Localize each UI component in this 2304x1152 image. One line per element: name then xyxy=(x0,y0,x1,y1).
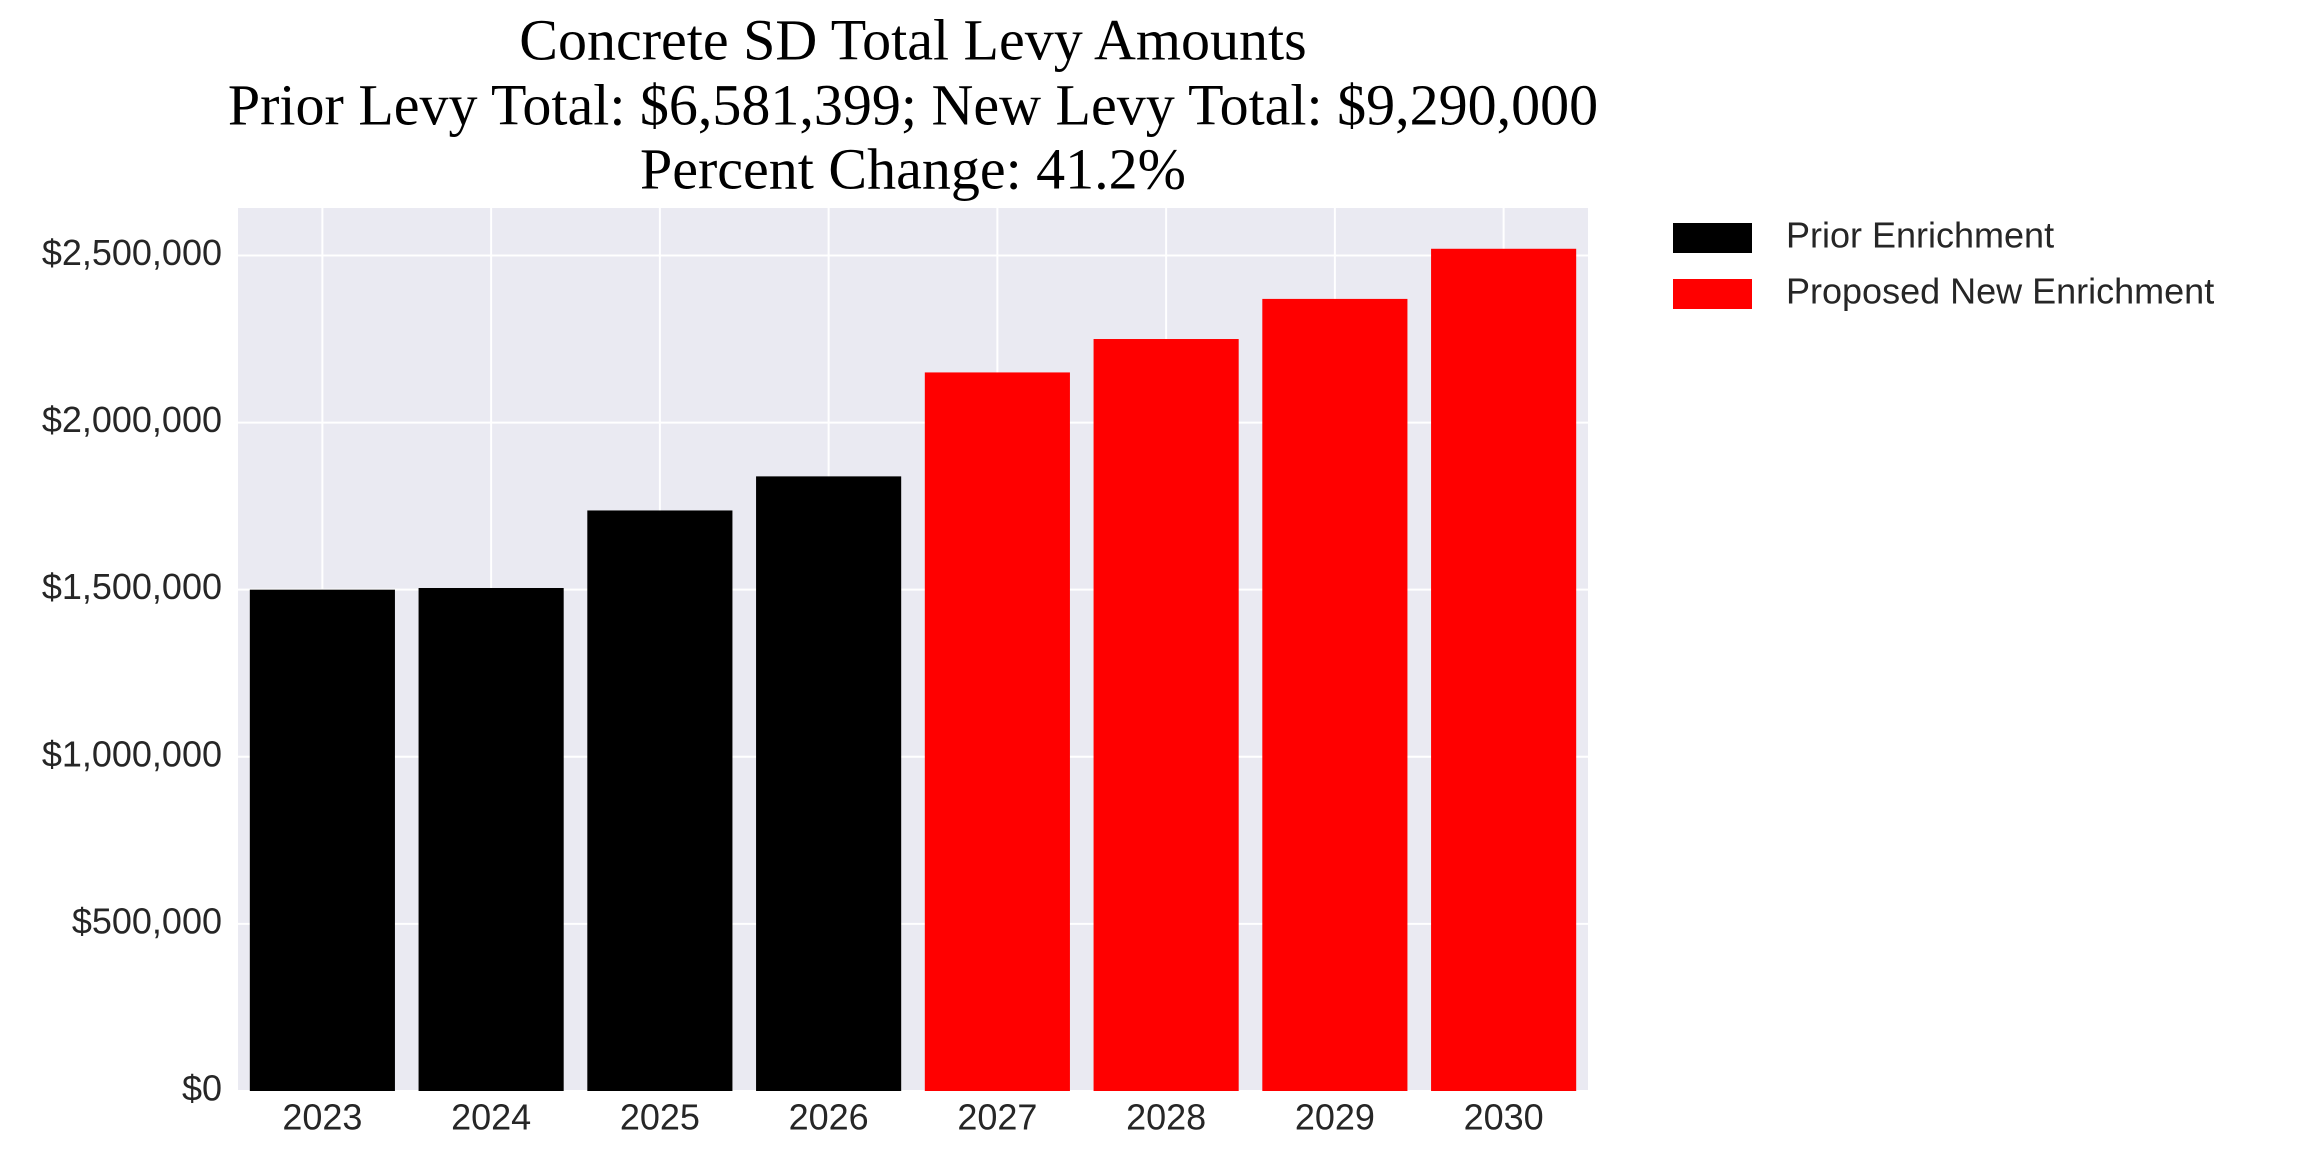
chart-subtitle: Percent Change: 41.2% xyxy=(640,136,1186,201)
y-tick-label: $2,500,000 xyxy=(42,232,222,273)
x-tick-label: 2026 xyxy=(789,1097,869,1138)
y-tick-label: $2,000,000 xyxy=(42,399,222,440)
bar xyxy=(418,588,564,1091)
bar xyxy=(587,510,733,1091)
y-tick-label: $1,000,000 xyxy=(42,733,222,774)
legend-label: Prior Enrichment xyxy=(1786,215,2054,256)
x-tick-label: 2028 xyxy=(1126,1097,1206,1138)
legend-swatch xyxy=(1673,223,1752,253)
bar xyxy=(756,476,902,1091)
bar xyxy=(1431,248,1577,1091)
legend-swatch xyxy=(1673,279,1752,309)
y-tick-label: $1,500,000 xyxy=(42,566,222,607)
x-tick-label: 2024 xyxy=(451,1097,531,1138)
bar xyxy=(924,372,1070,1091)
chart-title: Concrete SD Total Levy Amounts xyxy=(519,7,1306,72)
chart-subtitle: Prior Levy Total: $6,581,399; New Levy T… xyxy=(228,72,1598,137)
legend-label: Proposed New Enrichment xyxy=(1786,271,2214,312)
bar xyxy=(249,589,395,1091)
x-tick-label: 2030 xyxy=(1464,1097,1544,1138)
x-tick-label: 2027 xyxy=(957,1097,1037,1138)
x-tick-label: 2025 xyxy=(620,1097,700,1138)
y-tick-label: $0 xyxy=(182,1068,222,1109)
y-tick-label: $500,000 xyxy=(72,900,222,941)
x-tick-label: 2023 xyxy=(282,1097,362,1138)
bar xyxy=(1093,339,1239,1091)
bar xyxy=(1262,298,1408,1092)
x-tick-label: 2029 xyxy=(1295,1097,1375,1138)
